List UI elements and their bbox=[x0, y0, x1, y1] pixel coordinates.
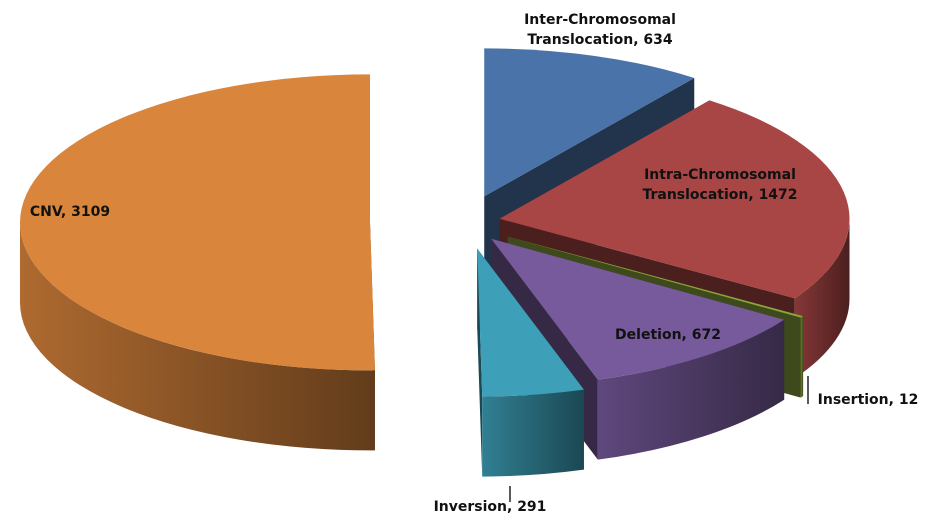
data-label: Inversion, 291 bbox=[433, 499, 547, 515]
slice-side bbox=[20, 222, 375, 451]
slice-side bbox=[794, 218, 850, 379]
slice-top bbox=[484, 48, 695, 197]
pie-slice bbox=[477, 248, 584, 477]
slice-top bbox=[20, 74, 375, 371]
slice-wall bbox=[477, 248, 483, 477]
slice-side bbox=[800, 316, 804, 398]
slice-top bbox=[499, 100, 850, 299]
data-label: CNV, 3109 bbox=[29, 204, 111, 220]
data-label: Deletion, 672 bbox=[615, 327, 721, 343]
slice-top bbox=[491, 238, 785, 380]
slice-side bbox=[597, 319, 785, 460]
data-label: Intra-Chromosomal Translocation, 1472 bbox=[642, 167, 798, 203]
pie-slice bbox=[20, 74, 375, 451]
data-label: Inter-Chromosomal Translocation, 634 bbox=[524, 12, 676, 48]
data-label: Insertion, 12 bbox=[817, 392, 919, 408]
slice-top bbox=[507, 236, 804, 318]
slice-top bbox=[477, 248, 584, 397]
slice-side bbox=[482, 389, 584, 477]
